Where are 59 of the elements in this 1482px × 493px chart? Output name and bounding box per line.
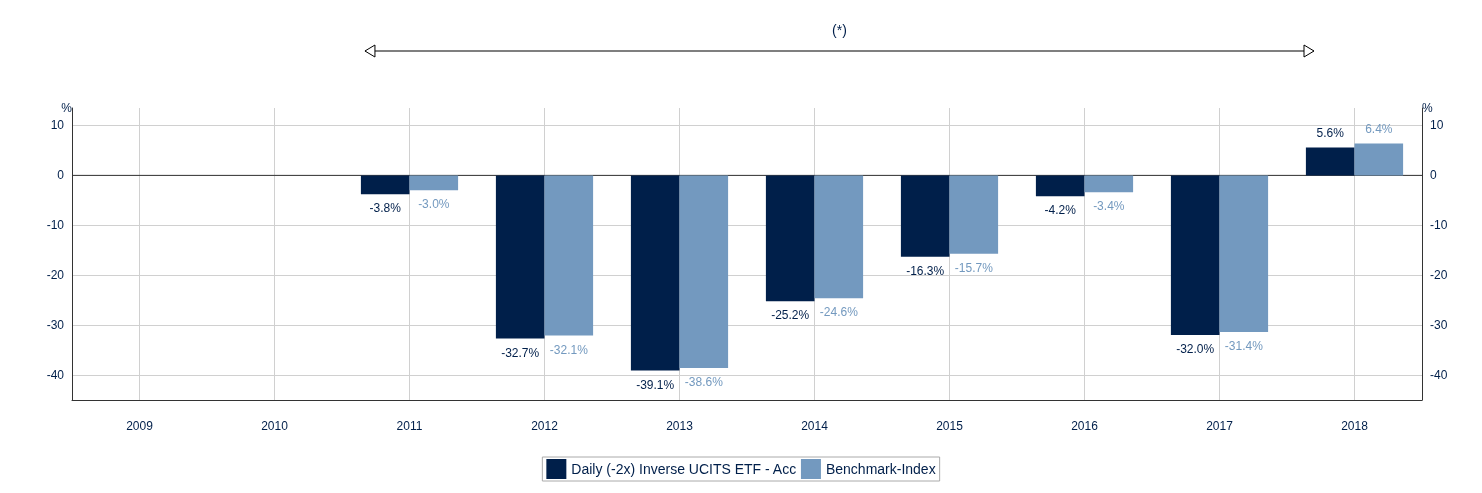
bar — [1035, 175, 1085, 197]
data-label: -16.3% — [906, 263, 945, 278]
x-tick-label: 2012 — [531, 419, 559, 433]
data-label: -39.1% — [636, 377, 675, 392]
legend-label: Benchmark-Index — [825, 461, 936, 477]
data-label: -24.6% — [819, 305, 859, 320]
data-label: -38.6% — [684, 375, 724, 390]
bar — [1305, 147, 1355, 176]
y2-axis-title: % — [1422, 101, 1433, 115]
bar — [1354, 143, 1404, 176]
bar — [630, 175, 680, 371]
data-label: -15.7% — [954, 260, 994, 275]
x-tick-label: 2016 — [1071, 419, 1099, 433]
data-label: 5.6% — [1316, 126, 1345, 141]
y-tick-label: -40 — [46, 368, 65, 383]
bar — [765, 175, 815, 302]
y2-tick-label: -40 — [1430, 368, 1448, 383]
bar — [949, 175, 999, 254]
x-tick-label: 2011 — [396, 419, 423, 433]
y2-tick-label: 10 — [1430, 118, 1444, 133]
bar — [360, 175, 410, 195]
data-label: -32.0% — [1176, 342, 1215, 357]
x-tick-label: 2015 — [936, 419, 964, 433]
bar — [679, 175, 729, 369]
y2-tick-label: -30 — [1430, 318, 1448, 333]
data-label: -3.8% — [369, 201, 402, 216]
y2-tick-label: -10 — [1430, 218, 1448, 233]
bar — [900, 175, 950, 257]
bar — [409, 175, 459, 191]
y-tick-label: 10 — [50, 118, 65, 133]
data-label: -3.4% — [1093, 199, 1125, 214]
bar — [814, 175, 864, 299]
bar — [1084, 175, 1134, 193]
y-tick-label: -30 — [46, 318, 65, 333]
y2-tick-label: -20 — [1430, 268, 1448, 283]
x-tick-label: 2017 — [1206, 419, 1234, 433]
data-label: -3.0% — [418, 197, 450, 212]
x-tick-label: 2010 — [261, 419, 289, 433]
y-axis-title: % — [61, 101, 73, 115]
y-tick-label: -20 — [46, 268, 65, 283]
legend-label: Daily (-2x) Inverse UCITS ETF - Acc — [571, 461, 797, 477]
text: (*) — [832, 22, 847, 38]
y2-tick-label: 0 — [1430, 168, 1437, 183]
x-tick-label: 2018 — [1341, 419, 1369, 433]
bar — [1170, 175, 1220, 336]
data-label: -32.7% — [501, 345, 540, 360]
data-label: -32.1% — [549, 342, 589, 357]
bar — [544, 175, 594, 336]
x-tick-label: 2009 — [126, 419, 154, 433]
data-label: 6.4% — [1365, 122, 1393, 137]
data-label: -31.4% — [1224, 339, 1264, 354]
data-label: -4.2% — [1044, 203, 1077, 218]
bar — [1219, 175, 1269, 333]
y-tick-label: -10 — [46, 218, 65, 233]
y-tick-label: 0 — [57, 168, 65, 183]
bar — [495, 175, 545, 339]
x-tick-label: 2013 — [666, 419, 694, 433]
x-tick-label: 2014 — [801, 419, 829, 433]
data-label: -25.2% — [771, 308, 810, 323]
